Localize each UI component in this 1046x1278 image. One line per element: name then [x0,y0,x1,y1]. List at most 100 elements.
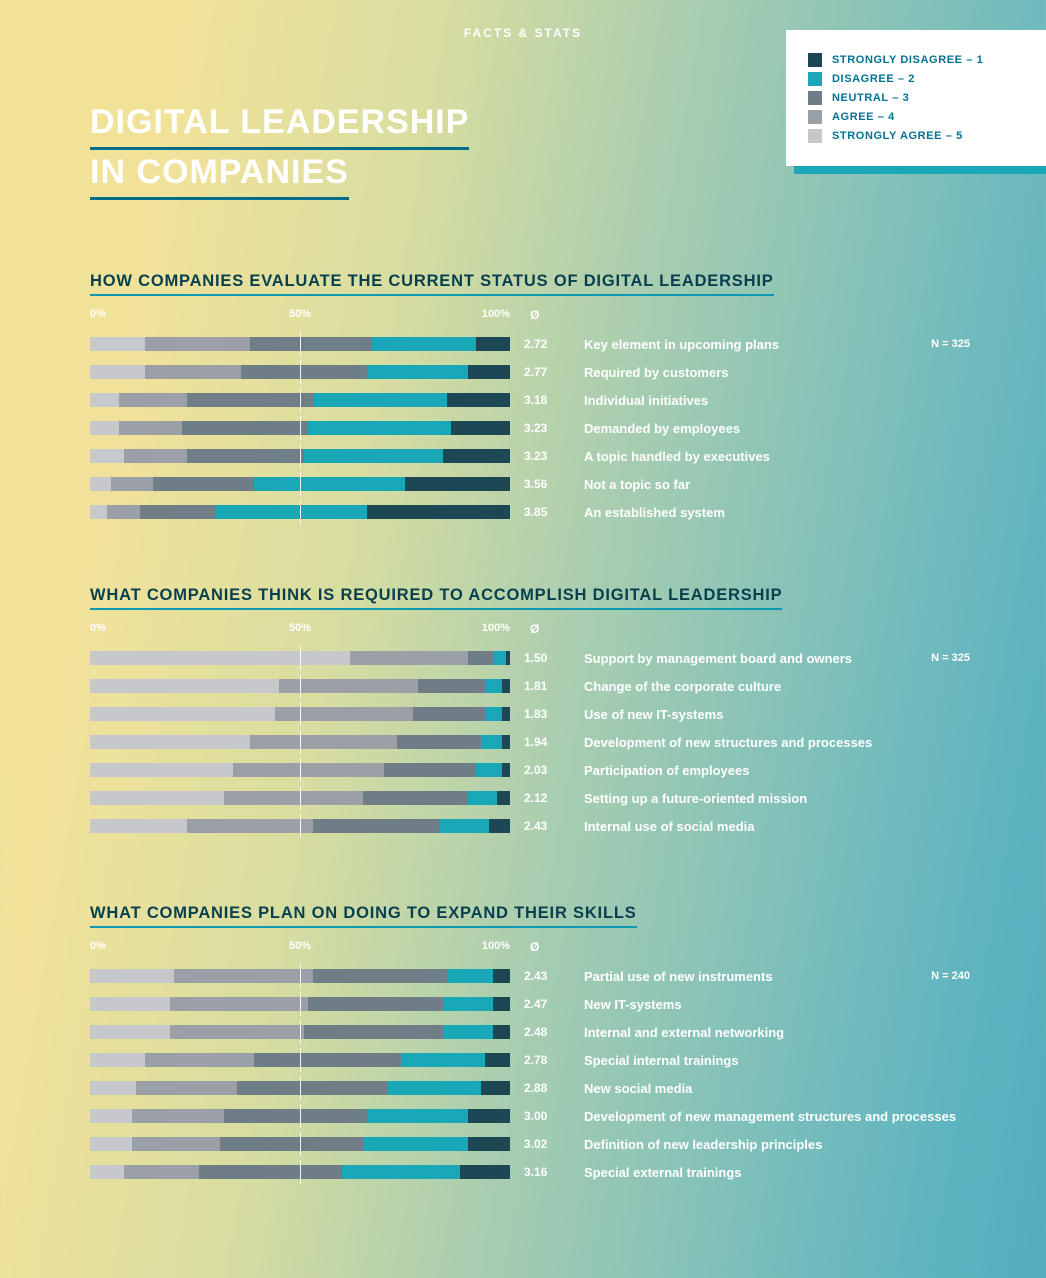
bar-segment [254,1053,401,1067]
stacked-bar [90,707,510,721]
bar-segment [132,1137,220,1151]
row-label: New social media [584,1081,970,1096]
axis-tick: 0% [90,940,106,952]
bar-segment [342,1165,460,1179]
sample-size: N = 240 [931,970,970,982]
midline [300,992,301,1016]
avg-value: 2.03 [524,763,570,777]
bar-segment [493,651,506,665]
avg-value: 2.77 [524,365,570,379]
bar-segment [90,1025,170,1039]
stacked-bar [90,477,510,491]
bar-row: 3.00Development of new management struct… [90,1104,970,1128]
bar-segment [90,997,170,1011]
bar-segment [145,1053,254,1067]
legend-swatch [808,110,822,124]
avg-header: Ø [530,940,539,954]
avg-value: 2.78 [524,1053,570,1067]
bar-segment [418,679,485,693]
sample-size: N = 325 [931,338,970,350]
stacked-bar [90,1109,510,1123]
bar-segment [443,449,510,463]
axis-header: 0%50%100%Ø [90,622,970,640]
legend-label: STRONGLY DISAGREE – 1 [832,54,983,66]
midline [300,758,301,782]
bar-segment [384,763,476,777]
bar-segment [90,819,187,833]
legend-item: STRONGLY AGREE – 5 [808,129,1026,143]
midline [300,1104,301,1128]
legend-box: STRONGLY DISAGREE – 1 DISAGREE – 2 NEUTRAL… [786,30,1046,166]
bar-segment [502,679,510,693]
row-label: Required by customers [584,365,970,380]
bar-row: 2.03 Participation of employees [90,758,970,782]
bar-segment [90,1053,145,1067]
title-line-2: IN COMPANIES [90,150,349,200]
section-evaluate: HOW COMPANIES EVALUATE THE CURRENT STATU… [90,272,970,528]
row-label: Internal use of social media [584,819,970,834]
bar-segment [90,651,350,665]
bar-segment [90,477,111,491]
row-label: Support by management board and owners [584,651,921,666]
bar-segment [187,449,305,463]
avg-value: 2.72 [524,337,570,351]
row-label: Partial use of new instruments [584,969,921,984]
section-title: WHAT COMPANIES THINK IS REQUIRED TO ACCO… [90,586,782,610]
bar-row: 2.48Internal and external networking [90,1020,970,1044]
bar-segment [216,505,367,519]
section-plan: WHAT COMPANIES PLAN ON DOING TO EXPAND T… [90,904,970,1188]
row-label: Participation of employees [584,763,970,778]
midline [300,416,301,440]
bar-row: 2.88New social media [90,1076,970,1100]
bar-segment [447,969,493,983]
bar-row: 3.23A topic handled by executives [90,444,970,468]
avg-value: 3.23 [524,449,570,463]
bar-row: 2.47New IT-systems [90,992,970,1016]
bar-segment [489,819,510,833]
stacked-bar [90,421,510,435]
bar-row: 3.18Individual initiatives [90,388,970,412]
bar-segment [443,1025,493,1039]
bar-segment [468,651,493,665]
section-title: WHAT COMPANIES PLAN ON DOING TO EXPAND T… [90,904,637,928]
axis-header: 0%50%100%Ø [90,308,970,326]
bar-segment [363,791,468,805]
avg-value: 1.50 [524,651,570,665]
bar-segment [107,505,141,519]
bar-segment [502,763,510,777]
legend-label: DISAGREE – 2 [832,73,915,85]
page-title: DIGITAL LEADERSHIP IN COMPANIES [90,100,469,200]
section-title: HOW COMPANIES EVALUATE THE CURRENT STATU… [90,272,774,296]
bar-segment [468,365,510,379]
bar-row: 1.50 Support by management board and owne… [90,646,970,670]
bar-segment [224,791,363,805]
bar-row: 2.43Internal use of social media [90,814,970,838]
stacked-bar [90,337,510,351]
legend-item: DISAGREE – 2 [808,72,1026,86]
bar-segment [308,997,442,1011]
bar-segment [413,707,484,721]
legend-item: AGREE – 4 [808,110,1026,124]
sample-size: N = 325 [931,652,970,664]
bar-segment [132,1109,224,1123]
bar-segment [90,505,107,519]
legend-item: NEUTRAL – 3 [808,91,1026,105]
bar-segment [182,421,308,435]
midline [300,646,301,670]
bar-segment [90,337,145,351]
avg-value: 2.48 [524,1025,570,1039]
stacked-bar [90,791,510,805]
bar-segment [187,819,313,833]
row-label: An established system [584,505,970,520]
bar-segment [170,1025,304,1039]
rows: 1.50 Support by management board and owne… [90,646,970,838]
bar-segment [493,969,510,983]
bar-segment [136,1081,237,1095]
bar-segment [250,337,372,351]
axis: 0%50%100% [90,940,510,956]
avg-value: 2.12 [524,791,570,805]
axis-tick: 100% [482,940,510,952]
axis: 0%50%100% [90,622,510,638]
bar-segment [90,791,224,805]
midline [300,332,301,356]
